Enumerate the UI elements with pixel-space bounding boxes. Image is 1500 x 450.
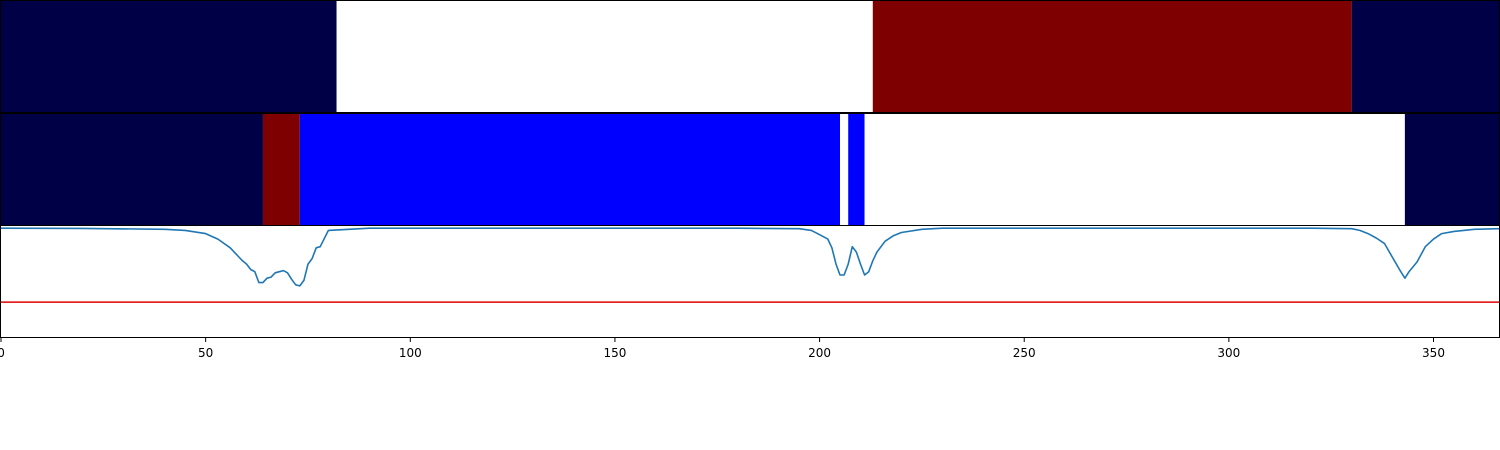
strip-1-segment-3 xyxy=(1351,1,1499,112)
strip-2-segment-0 xyxy=(1,114,263,225)
x-tick-label-150: 150 xyxy=(603,346,626,360)
strip-2-segment-4 xyxy=(848,114,865,225)
strip-1-segment-1 xyxy=(336,1,873,112)
strip-2-segment-5 xyxy=(864,114,1405,225)
strip-2-segment-6 xyxy=(1404,114,1499,225)
series-line xyxy=(0,227,1500,287)
x-tick-label-300: 300 xyxy=(1217,346,1240,360)
x-tick-label-350: 350 xyxy=(1422,346,1445,360)
strip-2-segment-1 xyxy=(262,114,300,225)
strip-2 xyxy=(1,114,1499,225)
strip-1-segment-0 xyxy=(1,1,337,112)
strip-1 xyxy=(1,1,1499,112)
x-tick-label-100: 100 xyxy=(399,346,422,360)
strip-2-segment-3 xyxy=(840,114,849,225)
x-axis: 0 50 100 150 200 250 300 350 xyxy=(0,338,1445,360)
x-tick-label-200: 200 xyxy=(808,346,831,360)
x-tick-label-50: 50 xyxy=(198,346,213,360)
line-panel-frame xyxy=(0,225,1500,338)
x-tick-label-250: 250 xyxy=(1013,346,1036,360)
strip-2-segment-2 xyxy=(299,114,841,225)
line-panel xyxy=(0,227,1500,303)
x-tick-label-0: 0 xyxy=(0,346,5,360)
strip-1-segment-2 xyxy=(872,1,1352,112)
